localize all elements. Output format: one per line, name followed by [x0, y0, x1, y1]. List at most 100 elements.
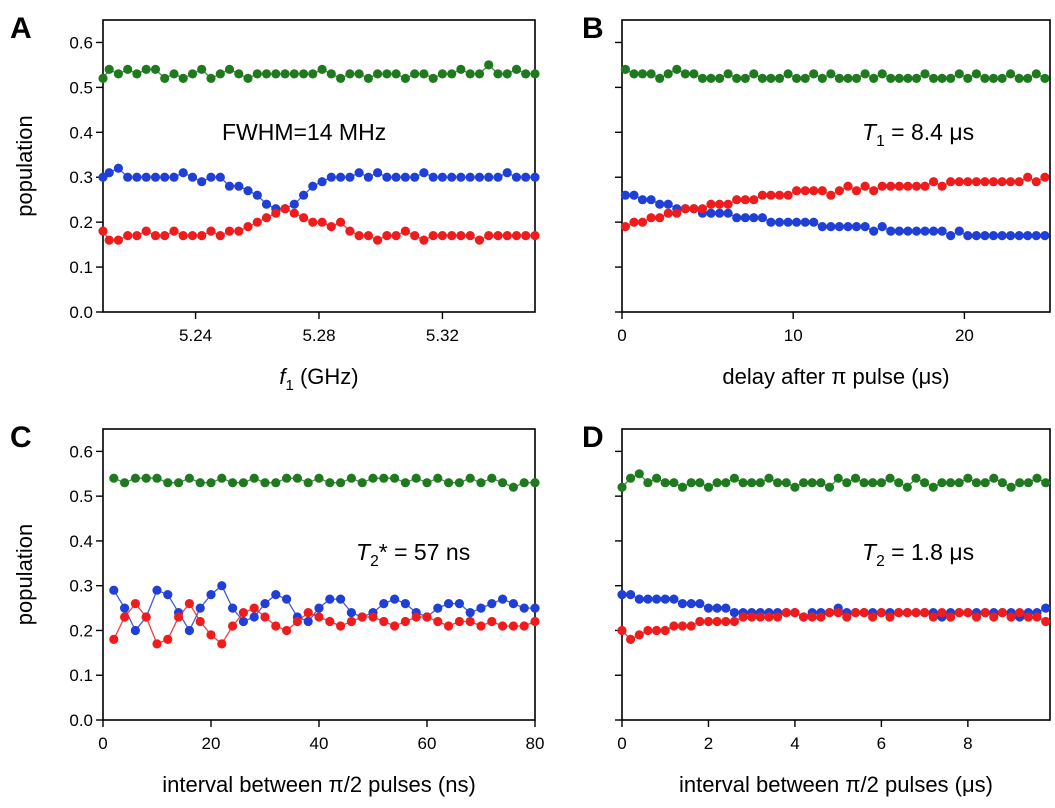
data-point — [174, 612, 184, 622]
data-point — [422, 612, 432, 622]
data-point — [428, 172, 438, 182]
data-point — [732, 73, 742, 83]
data-point — [689, 69, 699, 79]
data-point — [511, 64, 522, 74]
data-point — [894, 73, 904, 83]
data-point — [1023, 172, 1033, 182]
data-point — [721, 478, 731, 488]
data-point — [766, 73, 776, 83]
data-point — [1031, 231, 1041, 241]
data-point — [261, 199, 272, 209]
data-point — [954, 69, 964, 79]
data-point — [382, 172, 392, 182]
annotation-subscript: 2 — [370, 553, 379, 570]
data-point — [954, 608, 964, 618]
data-point — [150, 172, 161, 182]
data-point — [757, 190, 768, 200]
annotation-var: T — [356, 539, 372, 565]
data-point — [184, 625, 194, 636]
data-point — [997, 231, 1007, 241]
data-point — [697, 204, 708, 214]
y-tick-label: 0.1 — [69, 258, 93, 277]
data-point — [456, 64, 466, 74]
data-point — [456, 172, 466, 182]
data-point — [721, 603, 731, 613]
data-point — [629, 69, 639, 79]
data-point — [749, 69, 759, 79]
data-point — [326, 69, 336, 79]
x-tick-label: 6 — [877, 734, 886, 753]
data-point — [530, 69, 540, 79]
data-point — [123, 172, 133, 182]
data-point — [703, 616, 714, 627]
data-point — [620, 64, 631, 74]
data-point — [437, 172, 447, 182]
data-point — [169, 69, 179, 79]
data-point — [419, 235, 429, 245]
data-point — [816, 478, 826, 488]
data-point — [634, 630, 644, 640]
data-point — [729, 608, 740, 618]
data-point — [869, 73, 879, 83]
annotation-subscript: 1 — [876, 133, 885, 150]
data-point — [303, 608, 313, 618]
data-point — [843, 181, 853, 191]
data-point — [336, 172, 346, 182]
data-point — [120, 603, 130, 613]
data-point — [354, 168, 364, 178]
data-point — [937, 181, 947, 191]
data-point — [911, 181, 922, 191]
data-point — [954, 478, 964, 488]
data-point — [184, 473, 194, 483]
data-point — [807, 612, 817, 622]
data-point — [1041, 478, 1051, 488]
data-point — [109, 473, 119, 483]
data-point — [493, 231, 503, 241]
data-point — [530, 172, 540, 182]
data-point — [224, 64, 235, 74]
y-tick-label: 0.0 — [69, 303, 93, 322]
data-point — [336, 217, 346, 227]
data-point — [834, 73, 845, 83]
data-point — [465, 616, 475, 627]
data-point — [1031, 177, 1041, 187]
data-point — [521, 69, 531, 79]
data-point — [308, 217, 318, 227]
series-green — [620, 64, 1050, 83]
data-point — [498, 478, 508, 488]
data-point — [454, 478, 464, 488]
y-tick-label: 0.0 — [69, 711, 93, 730]
data-point — [433, 473, 443, 483]
data-point — [530, 616, 540, 627]
data-point — [826, 190, 836, 200]
data-point — [152, 639, 162, 649]
data-point — [860, 69, 870, 79]
data-point — [660, 625, 670, 636]
data-point — [706, 208, 716, 218]
data-point — [652, 594, 662, 604]
data-point — [697, 73, 708, 83]
data-point — [476, 478, 486, 488]
data-point — [447, 69, 457, 79]
data-point — [963, 73, 973, 83]
data-point — [1015, 478, 1025, 488]
data-point — [902, 482, 912, 492]
data-point — [833, 608, 843, 618]
data-point — [850, 608, 861, 618]
data-point — [677, 482, 688, 492]
data-point — [382, 231, 392, 241]
data-point — [363, 73, 373, 83]
y-tick-label: 0.1 — [69, 666, 93, 685]
data-point — [971, 69, 982, 79]
data-point — [217, 639, 227, 649]
data-point — [860, 181, 870, 191]
data-point — [238, 608, 248, 618]
data-point — [174, 478, 184, 488]
y-tick-label: 0.6 — [69, 442, 93, 461]
data-point — [357, 612, 367, 622]
x-axis-label-text: interval between π/2 pulses (ns) — [162, 772, 476, 797]
data-point — [271, 621, 281, 631]
x-axis-label: delay after π pulse (μs) — [722, 364, 949, 389]
data-point — [629, 217, 639, 227]
data-point — [963, 608, 973, 618]
